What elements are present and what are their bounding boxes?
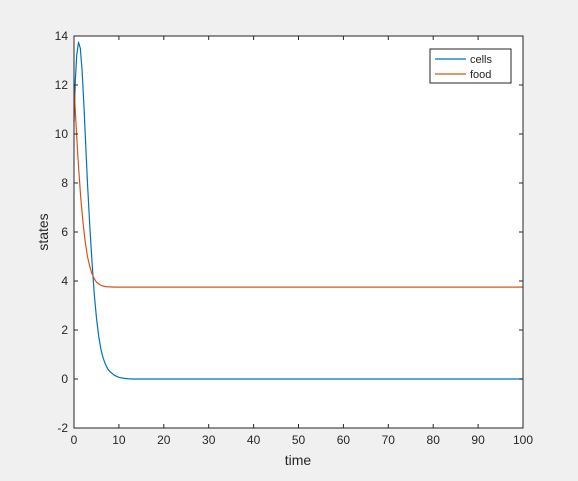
- y-axis-label: states: [35, 213, 51, 250]
- x-tick-label: 90: [471, 433, 485, 447]
- y-tick-label: 6: [61, 225, 68, 239]
- x-tick-label: 10: [112, 433, 126, 447]
- legend-box: [429, 48, 512, 84]
- y-tick-label: 10: [55, 127, 69, 141]
- x-tick-label: 70: [382, 433, 396, 447]
- x-tick-label: 0: [71, 433, 78, 447]
- legend: cells food: [429, 48, 512, 84]
- x-tick-label: 30: [202, 433, 216, 447]
- series-line-food: [73, 84, 523, 288]
- x-tick-label: 50: [292, 433, 306, 447]
- x-tick-label: 100: [513, 433, 533, 447]
- series-line-cells: [73, 41, 523, 380]
- y-tick-label: 0: [61, 372, 68, 386]
- plot-area: [74, 36, 523, 428]
- y-tick-label: 2: [61, 323, 68, 337]
- x-axis: 0 10 20 30 40 50 60 70 80 90 100: [71, 36, 533, 447]
- series-layer: [73, 41, 523, 380]
- y-tick-label: 8: [61, 176, 68, 190]
- y-tick-label: -2: [57, 421, 68, 435]
- x-tick-label: 20: [157, 433, 171, 447]
- x-tick-label: 80: [427, 433, 441, 447]
- x-axis-label: time: [285, 452, 312, 468]
- x-tick-label: 40: [247, 433, 261, 447]
- y-axis: -2 0 2 4 6 8 10 12 14: [55, 29, 523, 435]
- legend-label-cells: cells: [470, 54, 493, 66]
- legend-label-food: food: [470, 69, 491, 81]
- y-tick-label: 4: [61, 274, 68, 288]
- y-tick-label: 14: [55, 29, 69, 43]
- y-tick-label: 12: [55, 78, 69, 92]
- x-tick-label: 60: [337, 433, 351, 447]
